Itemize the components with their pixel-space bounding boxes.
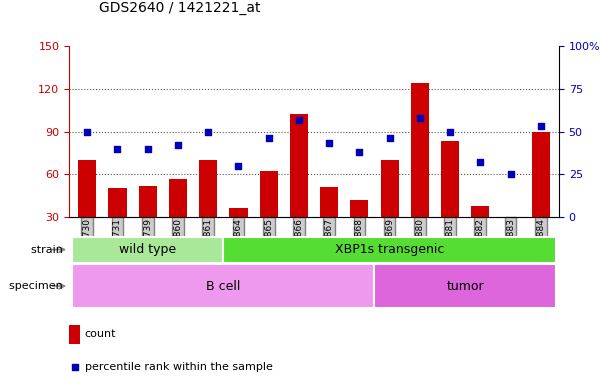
Point bbox=[385, 135, 394, 141]
Bar bbox=[532, 131, 550, 217]
Bar bbox=[350, 200, 368, 217]
Bar bbox=[410, 83, 429, 217]
Point bbox=[203, 129, 213, 135]
Bar bbox=[72, 264, 374, 308]
Bar bbox=[380, 160, 398, 217]
Point bbox=[143, 146, 153, 152]
Text: tumor: tumor bbox=[447, 280, 484, 293]
Bar bbox=[139, 185, 157, 217]
Point bbox=[415, 115, 425, 121]
Point bbox=[173, 142, 183, 148]
Text: count: count bbox=[85, 329, 116, 339]
Point bbox=[325, 141, 334, 147]
Point bbox=[506, 171, 516, 177]
Point bbox=[82, 129, 92, 135]
Bar bbox=[108, 189, 127, 217]
Bar bbox=[320, 187, 338, 217]
Bar bbox=[290, 114, 308, 217]
Bar bbox=[230, 209, 248, 217]
Point bbox=[112, 146, 122, 152]
Bar bbox=[69, 325, 80, 344]
Point bbox=[536, 123, 546, 129]
Point bbox=[234, 163, 243, 169]
Bar bbox=[441, 141, 459, 217]
Bar bbox=[374, 264, 556, 308]
Bar bbox=[78, 160, 96, 217]
Point bbox=[355, 149, 364, 155]
Bar bbox=[224, 237, 556, 263]
Text: strain: strain bbox=[31, 245, 66, 255]
Text: wild type: wild type bbox=[119, 243, 176, 256]
Point bbox=[294, 116, 304, 122]
Bar bbox=[260, 171, 278, 217]
Point bbox=[264, 135, 273, 141]
Text: XBP1s transgenic: XBP1s transgenic bbox=[335, 243, 444, 256]
Bar bbox=[169, 179, 187, 217]
Bar bbox=[72, 237, 224, 263]
Point bbox=[475, 159, 485, 166]
Text: B cell: B cell bbox=[206, 280, 240, 293]
Text: percentile rank within the sample: percentile rank within the sample bbox=[85, 362, 273, 372]
Text: GDS2640 / 1421221_at: GDS2640 / 1421221_at bbox=[99, 2, 261, 15]
Text: specimen: specimen bbox=[9, 281, 66, 291]
Bar bbox=[199, 160, 218, 217]
Point bbox=[445, 129, 455, 135]
Bar bbox=[471, 205, 489, 217]
Point bbox=[70, 364, 79, 370]
